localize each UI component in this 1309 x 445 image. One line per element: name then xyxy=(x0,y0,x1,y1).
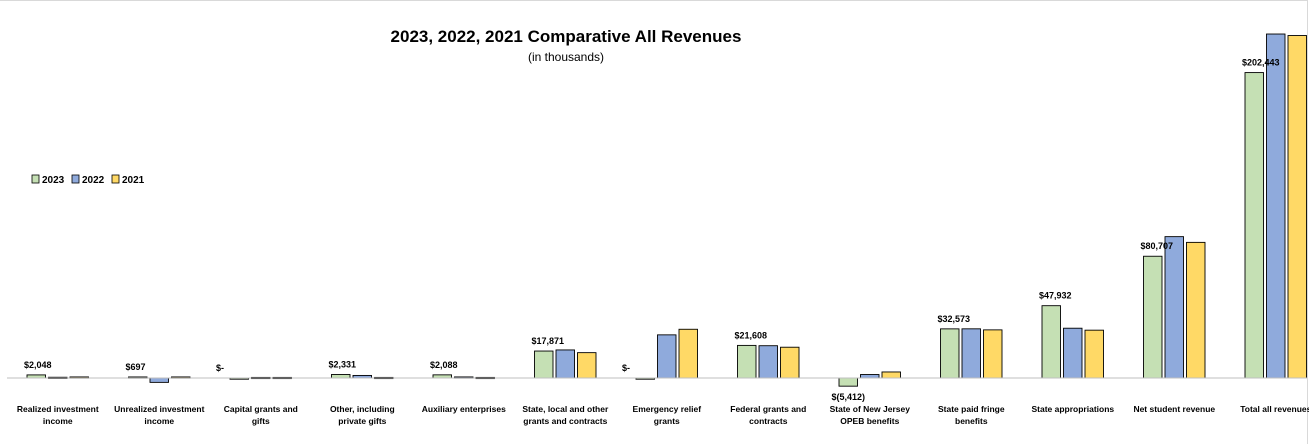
category-label: State paid fringe xyxy=(938,404,1005,414)
data-label-2023: $47,932 xyxy=(1039,291,1072,301)
bar-2022-state-appropriations xyxy=(1063,327,1083,379)
category-label: income xyxy=(43,416,73,426)
category-label: grants xyxy=(654,416,680,426)
bar-2022-emergency-relief-grants xyxy=(657,334,677,379)
bar-2023-net-student-revenue xyxy=(1143,255,1163,379)
category-label: State, local and other xyxy=(522,404,609,414)
bar-2023-state-appropriations xyxy=(1041,305,1061,379)
data-label-2023: $21,608 xyxy=(735,330,768,340)
chart-title: 2023, 2022, 2021 Comparative All Revenue… xyxy=(391,27,742,46)
category-label: grants and contracts xyxy=(523,416,607,426)
legend-label-2021: 2021 xyxy=(122,175,145,186)
bar-2022-unrealized-investment-income xyxy=(149,377,169,383)
bar-2023-state-of-new-jersey-opeb-benefits xyxy=(838,377,858,387)
category-label: State appropriations xyxy=(1031,404,1114,414)
category-label: Realized investment xyxy=(17,404,99,414)
category-label: benefits xyxy=(955,416,988,426)
category-label: Emergency relief xyxy=(633,404,702,414)
bar-2022-total-all-revenues xyxy=(1266,33,1286,379)
bar-2023-state-local-and-other-grants-and-contracts xyxy=(534,350,554,379)
bar-2023-other-including-private-gifts xyxy=(331,374,351,379)
category-label: OPEB benefits xyxy=(840,416,899,426)
legend-swatch-2022 xyxy=(71,174,80,184)
category-label: contracts xyxy=(749,416,788,426)
data-label-2023: $80,707 xyxy=(1141,241,1174,251)
bar-2021-total-all-revenues xyxy=(1287,35,1307,379)
legend-swatch-2021 xyxy=(111,174,120,184)
data-label-2023: $2,048 xyxy=(24,360,52,370)
bar-2022-state-local-and-other-grants-and-contracts xyxy=(555,349,575,379)
category-label: income xyxy=(144,416,174,426)
data-label-2023: $32,573 xyxy=(938,314,971,324)
category-label: private gifts xyxy=(338,416,386,426)
data-label-2023: $(5,412) xyxy=(832,392,866,402)
bar-2022-federal-grants-and-contracts xyxy=(758,345,778,379)
bar-2023-state-paid-fringe-benefits xyxy=(940,328,960,379)
category-label: Capital grants and xyxy=(224,404,298,414)
category-label: Federal grants and xyxy=(730,404,806,414)
bar-2021-net-student-revenue xyxy=(1186,241,1206,379)
bar-2021-emergency-relief-grants xyxy=(678,328,698,379)
bar-2021-state-paid-fringe-benefits xyxy=(983,329,1003,379)
bar-2021-state-local-and-other-grants-and-contracts xyxy=(577,352,597,379)
legend-label-2022: 2022 xyxy=(82,175,105,186)
category-label: Net student revenue xyxy=(1133,404,1215,414)
data-label-2023: $- xyxy=(216,363,224,373)
data-label-2023: $202,443 xyxy=(1242,58,1280,68)
data-label-2023: $2,331 xyxy=(329,360,357,370)
bar-2023-total-all-revenues xyxy=(1244,72,1264,379)
bar-2021-federal-grants-and-contracts xyxy=(780,346,800,379)
category-label: State of New Jersey xyxy=(830,404,911,414)
data-label-2023: $- xyxy=(622,363,630,373)
legend-label-2023: 2023 xyxy=(42,175,65,186)
bar-2022-state-paid-fringe-benefits xyxy=(961,328,981,379)
bar-2021-state-of-new-jersey-opeb-benefits xyxy=(881,371,901,379)
category-label: Total all revenues xyxy=(1240,404,1309,414)
data-label-2023: $697 xyxy=(126,362,146,372)
bar-2022-state-of-new-jersey-opeb-benefits xyxy=(860,374,880,379)
data-labels: $2,048 $697 $- $2,331 $2,088 $17,871 $- $21,608… xyxy=(24,58,1280,403)
data-label-2023: $17,871 xyxy=(532,336,565,346)
bar-2021-state-appropriations xyxy=(1084,329,1104,379)
bar-2023-federal-grants-and-contracts xyxy=(737,344,757,379)
legend: 2023 2022 2021 xyxy=(31,174,145,186)
legend-swatch-2023 xyxy=(31,174,40,184)
category-label: Other, including xyxy=(330,404,395,414)
category-label: Unrealized investment xyxy=(114,404,204,414)
data-label-2023: $2,088 xyxy=(430,360,458,370)
category-label: Auxiliary enterprises xyxy=(422,404,506,414)
category-labels: Realized investment income Unrealized inve… xyxy=(17,404,1309,426)
bar-2022-net-student-revenue xyxy=(1164,236,1184,379)
category-label: gifts xyxy=(252,416,270,426)
bars xyxy=(26,33,1307,387)
chart-subtitle: (in thousands) xyxy=(528,50,604,64)
